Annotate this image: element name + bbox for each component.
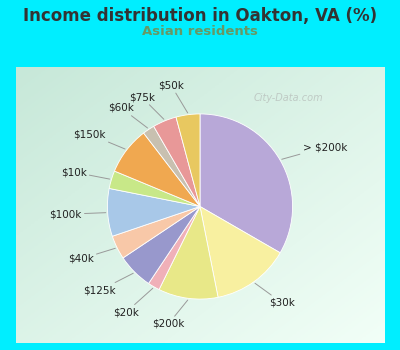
Text: $100k: $100k [49,209,106,219]
Text: City-Data.com: City-Data.com [253,93,323,103]
Wedge shape [154,117,200,206]
Wedge shape [200,206,280,297]
Wedge shape [108,188,200,236]
Wedge shape [123,206,200,284]
Text: $200k: $200k [152,300,188,329]
Text: $50k: $50k [158,80,188,113]
Wedge shape [109,171,200,206]
Wedge shape [159,206,218,299]
Wedge shape [176,114,200,206]
Wedge shape [148,206,200,289]
Text: $125k: $125k [84,273,133,295]
Text: $150k: $150k [74,130,125,149]
Text: > $200k: > $200k [282,142,347,159]
Wedge shape [112,206,200,258]
Text: $75k: $75k [129,92,164,119]
Text: $10k: $10k [61,167,110,179]
Text: $60k: $60k [108,103,148,128]
Wedge shape [114,133,200,206]
Wedge shape [144,126,200,206]
Text: $40k: $40k [68,248,115,264]
Text: $20k: $20k [113,288,153,317]
Text: Income distribution in Oakton, VA (%): Income distribution in Oakton, VA (%) [23,7,377,25]
Wedge shape [200,114,292,253]
Text: Asian residents: Asian residents [142,25,258,38]
Text: $30k: $30k [255,283,295,308]
